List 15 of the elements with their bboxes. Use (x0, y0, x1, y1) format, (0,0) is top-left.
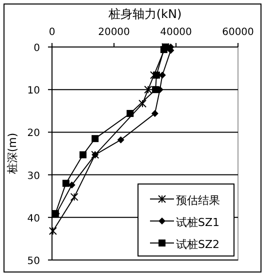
y-tick-label: 50 (27, 256, 40, 267)
legend-label: 试桩SZ1 (176, 216, 220, 229)
legend-label: 预估结果 (176, 194, 220, 207)
y-tick-label: 0 (34, 43, 40, 54)
y-tick-label: 20 (27, 128, 40, 140)
x-tick-label: 20000 (98, 27, 130, 38)
y-tick-label: 30 (27, 170, 40, 182)
y-tick-label: 40 (27, 213, 40, 224)
x-tick-label: 40000 (160, 27, 192, 38)
y-tick-label: 10 (27, 86, 40, 97)
x-tick-label: 0 (48, 27, 56, 38)
legend-label: 试桩SZ2 (176, 238, 220, 251)
chart-title: 桩身轴力(kN) (107, 7, 182, 21)
x-tick-label: 60000 (222, 27, 254, 38)
y-axis-title: 桩深(m) (6, 132, 19, 176)
